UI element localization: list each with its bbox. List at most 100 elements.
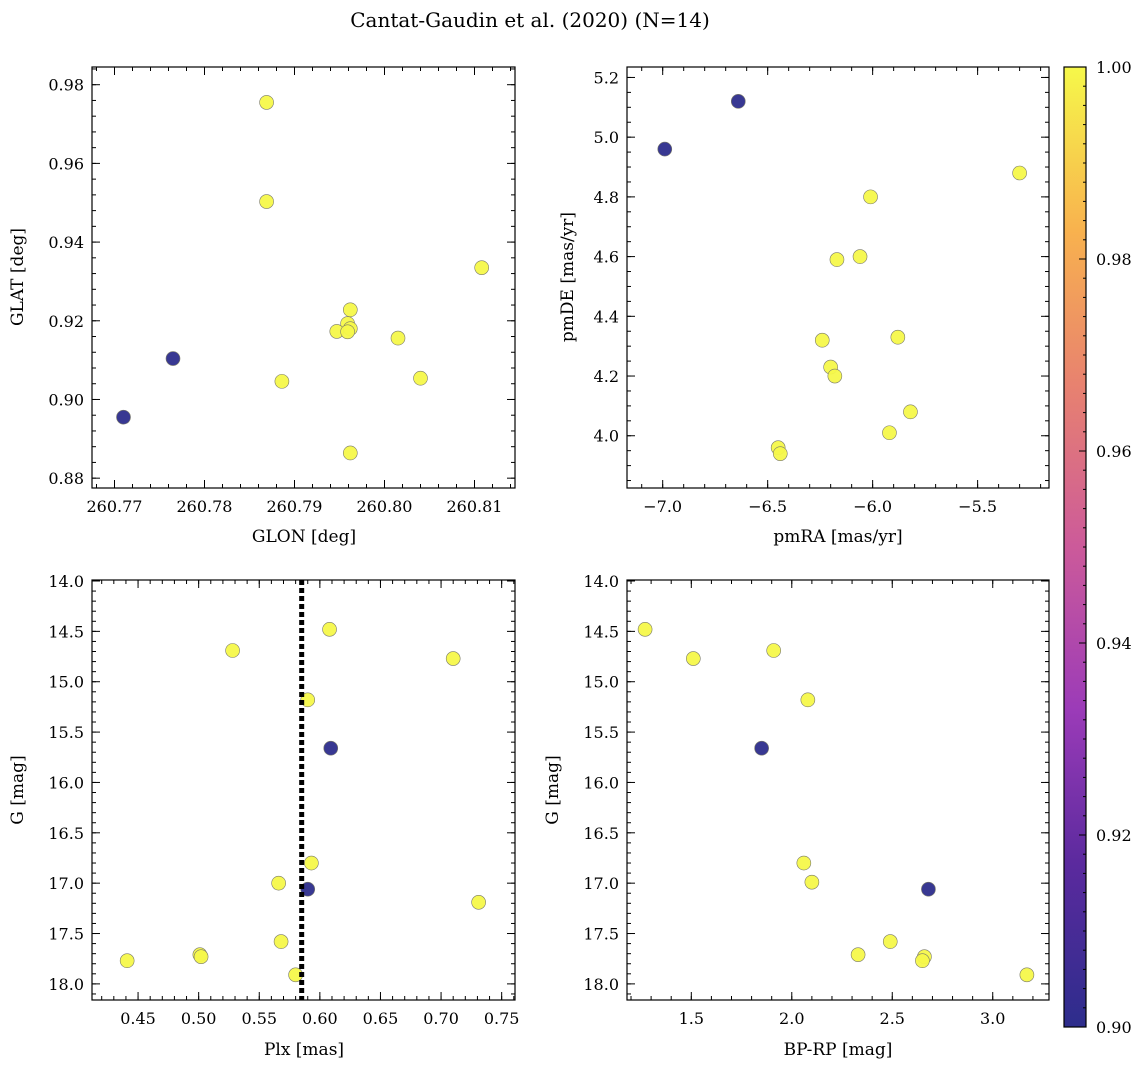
y-tick-label: 15.0 [583,673,619,692]
panel-plx-g: Plx [mas] G [mag] 0.45 0.50 0.55 0.60 0.65 0.… [8,572,519,1060]
x-tick-label: 260.79 [267,497,323,516]
y-tick-label: 0.90 [48,390,84,409]
data-point [890,329,906,345]
data-point [827,368,843,384]
data-point [259,95,274,110]
data-point [852,249,868,264]
y-tick-label: 14.5 [48,622,84,641]
colorbar-tick-label: 0.96 [1096,442,1132,461]
data-point [304,855,319,871]
colorbar: 0.90 0.92 0.94 0.96 0.98 1.00 [1063,58,1132,1037]
panel-pmra-pmde: pmRA [mas/yr] pmDE [mas/yr] −7.0 −6.5 −6.0… [558,66,1050,547]
y-axis-label: pmDE [mas/yr] [558,212,578,342]
panel-glon-glat: GLON [deg] GLAT [deg] 260.77 260.78 260.79… [8,66,516,547]
x-tick-label: 3.0 [980,1009,1005,1028]
plot-frame [91,66,516,489]
data-point [730,94,746,109]
colorbar-tick-label: 0.94 [1096,634,1132,653]
data-point [915,953,930,969]
x-tick-label: 0.50 [181,1009,217,1028]
x-tick-label: −6.5 [748,497,787,516]
y-tick-label: 15.0 [48,673,84,692]
y-tick-label: 0.92 [48,312,84,331]
x-axis-label: pmRA [mas/yr] [773,527,902,547]
data-point [804,874,820,890]
y-tick-label: 16.0 [48,773,84,792]
y-tick-label: 15.5 [48,723,84,742]
data-point [754,740,769,756]
x-tick-label: 260.77 [87,497,143,516]
data-point [165,351,181,366]
y-axis-label: GLAT [deg] [8,228,28,326]
data-point [882,934,898,949]
data-point [796,855,812,871]
data-point [340,324,355,340]
x-tick-label: 260.81 [447,497,503,516]
y-tick-label: 17.5 [48,925,84,944]
data-point [903,404,918,420]
data-point [766,643,781,658]
data-point [1012,165,1027,181]
x-tick-label: 0.45 [120,1009,156,1028]
x-axis-label: Plx [mas] [264,1040,344,1060]
x-tick-label: 260.78 [177,497,233,516]
y-tick-label: 17.5 [583,925,619,944]
data-point [686,651,701,666]
panel-bprp-g: BP-RP [mag] G [mag] 1.5 2.0 2.5 3.0 14.0 14.5… [543,572,1050,1060]
data-point [474,260,490,275]
data-point [300,881,316,897]
data-point [863,189,878,205]
colorbar-tick-label: 0.92 [1096,826,1132,845]
data-point [390,330,406,346]
data-point [921,881,936,897]
y-tick-label: 0.88 [48,469,84,488]
y-tick-label: 4.4 [594,307,619,326]
x-tick-label: 0.75 [484,1009,520,1028]
y-tick-label: 14.5 [583,622,619,641]
data-point [772,446,788,461]
data-point [271,875,286,891]
y-axis-label: G [mag] [8,755,28,824]
colorbar-tick-label: 0.90 [1096,1018,1132,1037]
colorbar-bar [1063,66,1087,1028]
data-point [637,622,653,637]
y-tick-label: 16.0 [583,773,619,792]
x-tick-label: 0.60 [302,1009,338,1028]
x-tick-label: 2.5 [880,1009,905,1028]
y-tick-label: 15.5 [583,723,619,742]
data-point [342,445,358,461]
data-point [882,425,897,441]
data-point [471,895,486,910]
plot-frame [626,579,1050,1001]
data-point [300,692,316,708]
x-tick-label: 0.65 [363,1009,399,1028]
x-tick-label: 260.80 [357,497,413,516]
data-point [225,643,240,658]
figure-title: Cantat-Gaudin et al. (2020) (N=14) [350,8,710,32]
data-point [274,374,290,389]
y-tick-label: 0.98 [48,76,84,95]
y-tick-label: 4.2 [594,367,619,386]
y-tick-label: 4.8 [594,188,619,207]
y-tick-label: 5.2 [594,68,619,87]
data-point [413,370,428,386]
y-tick-label: 0.94 [48,233,84,252]
x-tick-label: −5.5 [958,497,997,516]
data-point [850,947,866,962]
data-point [814,332,830,348]
y-tick-label: 4.6 [594,248,619,267]
data-point [800,692,816,708]
y-tick-label: 4.0 [594,427,619,446]
y-tick-label: 16.5 [48,824,84,843]
y-tick-label: 16.5 [583,824,619,843]
x-tick-label: 1.5 [679,1009,704,1028]
x-axis-label: GLON [deg] [252,527,356,547]
y-tick-label: 5.0 [594,128,619,147]
y-tick-label: 14.0 [583,572,619,591]
data-point [119,953,135,969]
y-tick-label: 17.0 [48,874,84,893]
x-tick-label: 0.55 [241,1009,277,1028]
plot-frame [91,579,516,1001]
data-point [273,934,289,949]
